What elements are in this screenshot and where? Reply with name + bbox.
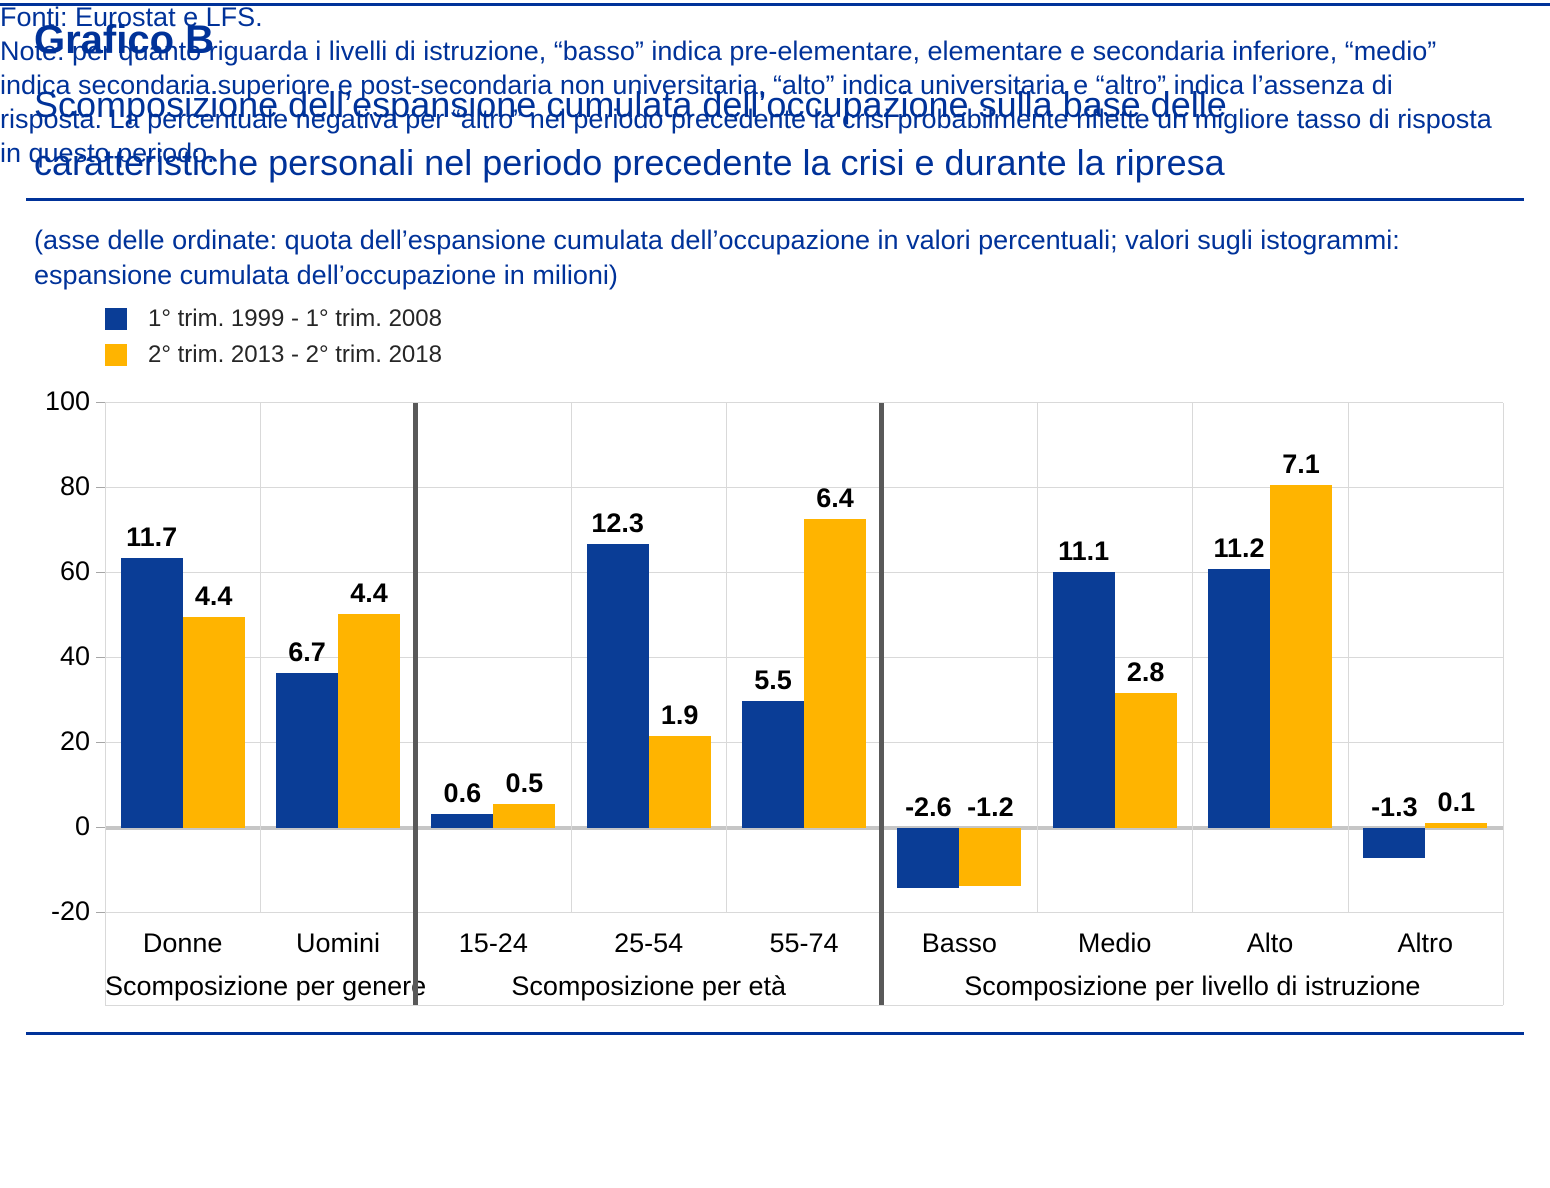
category-label-55-74: 55-74 <box>769 928 839 958</box>
cell-boundary <box>1347 403 1349 913</box>
bar-25-54-series0 <box>586 544 649 828</box>
bar-value-label: -1.3 <box>1371 792 1418 822</box>
bar-Uomini-series1 <box>338 613 400 828</box>
bar-value-label: -2.6 <box>905 792 952 822</box>
group-label: Scomposizione per livello di istruzione <box>964 971 1421 1001</box>
bar-value-label: 6.4 <box>816 483 854 514</box>
gridline--20 <box>105 912 1503 913</box>
gridline-80 <box>105 487 1503 488</box>
group-label: Scomposizione per età <box>511 971 786 1001</box>
bar-value-label: 7.1 <box>1282 449 1320 480</box>
bar-value-label: -1.2 <box>967 792 1014 822</box>
bar-value-label: 4.4 <box>194 581 233 612</box>
category-label-Donne: Donne <box>142 928 223 958</box>
gridline-100 <box>105 402 1503 403</box>
bottom-divider <box>26 1032 1524 1035</box>
cell-boundary <box>571 403 572 913</box>
footer-source: Fonti: Eurostat e LFS. <box>0 2 263 32</box>
legend-swatch-blue-icon <box>105 307 127 330</box>
bar-Basso-series1 <box>959 828 1022 886</box>
cell-boundary <box>260 403 262 913</box>
bar-55-74-series1 <box>804 519 866 828</box>
y-tick-label-80: 80 <box>59 471 90 501</box>
bar-value-label: 11.1 <box>1058 535 1110 566</box>
y-tick-mark <box>96 827 105 828</box>
footer: Fonti: Eurostat e LFS. Note: per quanto … <box>0 0 1500 170</box>
title-divider <box>26 198 1524 201</box>
bar-value-label: 11.7 <box>126 522 178 553</box>
y-tick-mark <box>96 657 105 658</box>
legend: 1° trim. 1999 - 1° trim. 2008 2° trim. 2… <box>105 304 442 379</box>
y-tick-label-0: 0 <box>74 811 90 841</box>
group-label: Scomposizione per genere <box>105 971 427 1001</box>
y-tick-mark <box>96 572 105 573</box>
axis-note: (asse delle ordinate: quota dell’espansi… <box>34 225 1400 290</box>
bar-Altro-series0 <box>1363 828 1426 859</box>
category-label-Alto: Alto <box>1246 928 1294 958</box>
plot-border-right <box>1503 403 1504 1005</box>
bar-Donne-series0 <box>120 558 183 828</box>
y-tick-label-60: 60 <box>59 556 90 586</box>
bar-15-24-series1 <box>493 803 556 828</box>
category-label-Uomini: Uomini <box>295 928 380 958</box>
bar-Altro-series1 <box>1425 823 1488 828</box>
bar-Medio-series0 <box>1052 571 1115 828</box>
bar-value-label: 2.8 <box>1126 656 1165 687</box>
cell-boundary <box>1192 403 1194 913</box>
bar-25-54-series1 <box>648 736 711 828</box>
legend-label-recovery: 2° trim. 2013 - 2° trim. 2018 <box>148 340 442 368</box>
bar-value-label: 12.3 <box>591 508 644 539</box>
group-separator <box>413 403 419 1005</box>
y-tick-mark <box>96 402 105 403</box>
legend-item-recovery: 2° trim. 2013 - 2° trim. 2018 <box>105 340 442 368</box>
plot-border-left <box>105 403 106 1005</box>
cell-boundary <box>1037 403 1038 913</box>
y-tick-label-40: 40 <box>59 641 90 671</box>
bar-value-label: 11.2 <box>1213 533 1265 564</box>
cell-boundary <box>726 403 728 913</box>
y-tick-label-20: 20 <box>59 726 90 756</box>
legend-item-precrisis: 1° trim. 1999 - 1° trim. 2008 <box>105 304 442 332</box>
bar-15-24-series0 <box>431 813 494 828</box>
bar-value-label: 0.5 <box>505 767 544 798</box>
bar-value-label: 0.6 <box>443 777 482 808</box>
y-tick-label-100: 100 <box>44 386 90 416</box>
bar-Medio-series1 <box>1114 692 1177 828</box>
y-tick-mark <box>96 912 105 913</box>
bar-Donne-series1 <box>182 617 245 828</box>
bar-value-label: 6.7 <box>288 636 326 667</box>
bar-value-label: 4.4 <box>350 577 388 608</box>
y-tick-label--20: -20 <box>50 896 90 926</box>
bar-value-label: 0.1 <box>1437 787 1476 818</box>
bar-Basso-series0 <box>897 828 960 888</box>
bar-value-label: 1.9 <box>660 700 699 731</box>
chart-title: Scomposizione dell’espansione cumulata d… <box>34 84 1227 183</box>
group-separator <box>879 403 885 1005</box>
category-label-15-24: 15-24 <box>458 928 528 958</box>
bar-value-label: 5.5 <box>754 664 792 695</box>
label-area-bottom-border <box>105 1005 1503 1006</box>
footer-note: Note: per quanto riguarda i livelli di i… <box>0 36 1492 168</box>
bar-Alto-series0 <box>1208 569 1270 828</box>
y-tick-mark <box>96 742 105 743</box>
top-divider <box>0 3 1550 6</box>
bar-chart-plot: 100 80 60 40 20 0 -20 11.7 4.4 Donne 6.7 4.4 Uomini S… <box>44 386 1504 1006</box>
legend-label-precrisis: 1° trim. 1999 - 1° trim. 2008 <box>148 304 442 332</box>
y-tick-mark <box>96 487 105 488</box>
category-label-Medio: Medio <box>1077 928 1152 958</box>
category-label-25-54: 25-54 <box>614 928 684 958</box>
zero-axis-line <box>105 826 1503 830</box>
bar-55-74-series0 <box>742 700 804 828</box>
category-label-Basso: Basso <box>921 928 997 958</box>
page-title: Grafico B <box>34 18 215 62</box>
category-label-Altro: Altro <box>1397 928 1454 958</box>
bar-Uomini-series0 <box>276 672 338 828</box>
bar-Alto-series1 <box>1270 485 1332 828</box>
legend-swatch-yellow-icon <box>105 343 127 366</box>
